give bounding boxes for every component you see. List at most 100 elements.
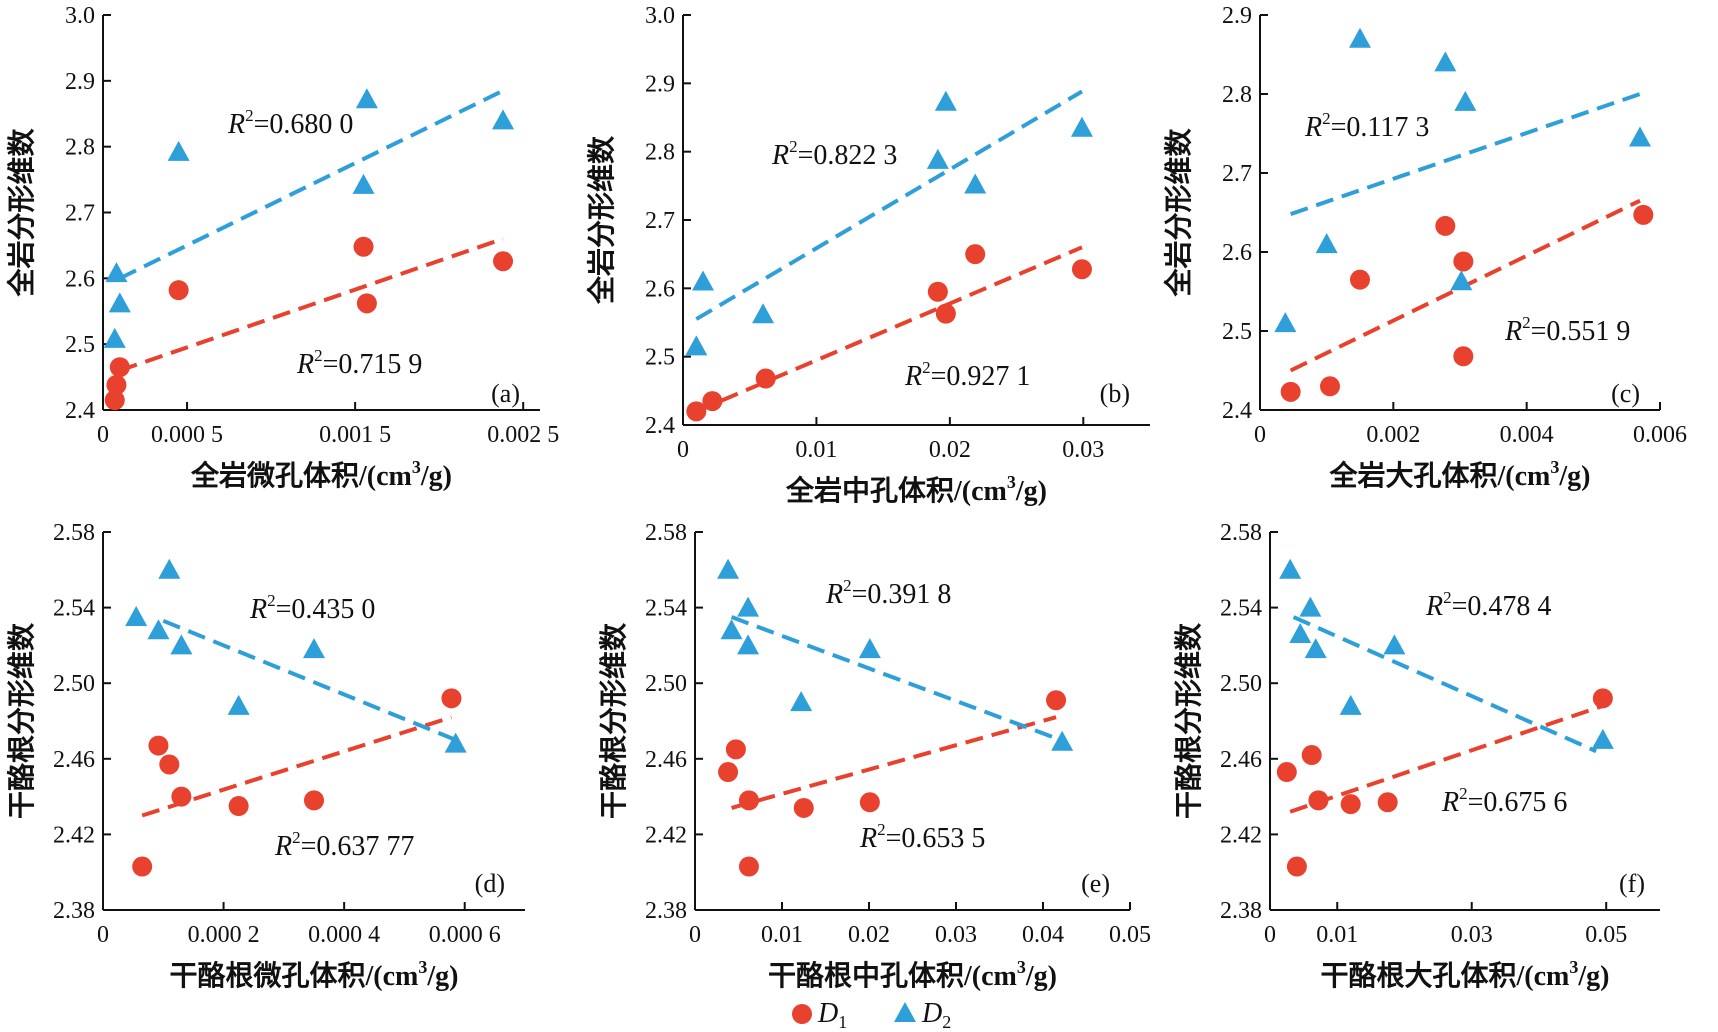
point-d2 (1315, 233, 1338, 254)
y-axis-label: 干酪根分形维数 (5, 622, 38, 819)
x-tick-label: 0.03 (1062, 437, 1104, 463)
point-d1 (304, 790, 324, 811)
y-axis-label: 干酪根分形维数 (1172, 622, 1205, 819)
point-d2 (1051, 730, 1074, 751)
point-d1 (935, 303, 956, 324)
panel-label: (c) (1611, 379, 1640, 408)
x-tick-label: 0.02 (929, 437, 971, 463)
x-tick-label: 0.05 (1109, 922, 1151, 948)
r2-label-d1: R2=0.653 5 (859, 820, 985, 854)
y-tick-label: 2.9 (645, 71, 675, 97)
panel-label: (a) (491, 379, 520, 408)
fit-line-d2 (695, 89, 1083, 321)
x-tick-label: 0.000 5 (151, 422, 223, 448)
x-axis-label: 全岩大孔体积/(cm3/g) (1329, 457, 1591, 492)
y-tick-label: 2.8 (65, 135, 95, 161)
panel-f: 2.38 2.42 2.46 2.50 2.54 2.58 0 0.01 0.03 0.05 干酪根… (1172, 520, 1660, 992)
x-tick-label: 0.000 4 (308, 922, 380, 948)
y-tick-label: 2.58 (53, 520, 95, 546)
point-d2 (858, 638, 881, 659)
x-tick-label: 0.001 5 (319, 422, 391, 448)
x-tick-label: 0.01 (1316, 922, 1358, 948)
point-d2 (692, 270, 715, 291)
x-tick-label: 0.04 (1022, 922, 1064, 948)
y-tick-label: 2.4 (645, 413, 675, 439)
y-tick-label: 2.42 (645, 822, 687, 848)
y-tick-label: 2.50 (53, 671, 95, 697)
y-tick-label: 2.7 (65, 201, 95, 227)
point-d1 (793, 797, 814, 818)
point-d1 (228, 796, 249, 817)
legend: D1 D2 (792, 998, 951, 1032)
legend-d2-marker (894, 1002, 916, 1022)
y-tick-label: 2.7 (1222, 161, 1252, 187)
panel-label: (b) (1100, 379, 1130, 408)
point-d2 (717, 558, 740, 579)
point-d2 (926, 148, 949, 169)
point-d1 (927, 281, 948, 302)
r2-label-d2: R2=0.478 4 (1425, 588, 1551, 622)
y-tick-label: 2.46 (645, 747, 687, 773)
point-d1 (718, 762, 739, 783)
point-d2 (303, 638, 325, 659)
point-d2 (105, 262, 128, 283)
x-tick-label: 0.03 (935, 922, 977, 948)
y-tick-label: 2.7 (645, 208, 675, 234)
point-d2 (1629, 126, 1651, 147)
panel-e: 2.38 2.42 2.46 2.50 2.54 2.58 0 0.01 0.02 0.03 0.0… (597, 520, 1151, 992)
y-tick-label: 2.9 (1222, 3, 1252, 29)
y-tick-label: 2.42 (53, 822, 95, 848)
point-d1 (859, 792, 880, 813)
point-d1 (148, 735, 169, 756)
point-d1 (1301, 745, 1322, 766)
point-d2 (1299, 596, 1322, 617)
r2-label-d1: R2=0.927 1 (904, 358, 1030, 392)
r2-label-d2: R2=0.117 3 (1304, 109, 1429, 143)
point-d2 (737, 634, 760, 655)
y-tick-label: 2.8 (645, 140, 675, 166)
point-d1 (755, 368, 776, 389)
point-d2 (1591, 728, 1614, 749)
point-d1 (1046, 690, 1067, 711)
point-d1 (1453, 251, 1474, 272)
y-tick-label: 2.6 (65, 266, 95, 292)
point-d1 (104, 390, 125, 411)
y-tick-label: 2.6 (645, 276, 675, 302)
point-d1 (106, 374, 127, 395)
legend-d2-label: D2 (921, 998, 951, 1032)
legend-d1-marker (792, 1004, 812, 1024)
point-d1 (1377, 792, 1398, 813)
fit-line-d2 (118, 88, 504, 281)
point-d1 (1340, 794, 1361, 815)
panel-d: 2.38 2.42 2.46 2.50 2.54 2.58 0 0.000 2 0.000 4 0… (5, 520, 525, 992)
point-d2 (964, 173, 987, 194)
point-d2 (147, 619, 170, 640)
point-d1 (738, 790, 759, 811)
r2-label-d1: R2=0.715 9 (296, 346, 422, 380)
point-d2 (444, 732, 467, 753)
point-d1 (441, 688, 462, 709)
y-tick-label: 3.0 (645, 3, 675, 29)
fit-line-d2 (730, 615, 1062, 742)
y-axis-label: 全岩分形维数 (5, 128, 38, 298)
x-tick-label: 0 (97, 422, 109, 448)
y-axis-label: 干酪根分形维数 (597, 622, 630, 819)
point-d2 (170, 634, 193, 655)
point-d2 (103, 327, 126, 348)
y-tick-label: 3.0 (65, 3, 95, 29)
point-d1 (1435, 215, 1456, 236)
point-d1 (171, 786, 192, 807)
r2-label-d2: R2=0.822 3 (771, 137, 897, 171)
point-d1 (738, 856, 759, 877)
panel-a: 2.4 2.5 2.6 2.7 2.8 2.9 3.0 0 0.000 5 0.001 5 0.00… (5, 3, 559, 492)
y-tick-label: 2.9 (65, 69, 95, 95)
point-d1 (702, 391, 723, 412)
panel-label: (e) (1081, 869, 1110, 898)
point-d1 (965, 244, 986, 265)
point-d1 (1308, 790, 1329, 811)
point-d1 (1592, 688, 1613, 709)
fit-line-d1 (731, 715, 1057, 810)
point-d1 (1320, 376, 1340, 397)
x-tick-label: 0.006 (1633, 422, 1687, 448)
